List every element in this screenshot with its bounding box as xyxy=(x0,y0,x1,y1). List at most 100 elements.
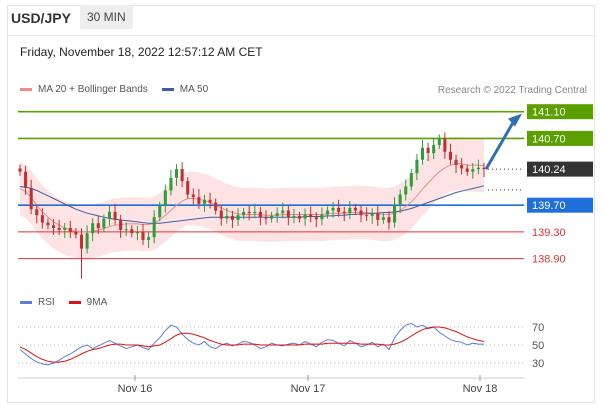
candle-body xyxy=(275,213,279,216)
candle-body xyxy=(40,215,44,223)
support-2-label: 138.90 xyxy=(532,254,566,266)
candle xyxy=(152,210,156,244)
pivot-label: 139.70 xyxy=(532,200,566,212)
candle-body xyxy=(437,138,441,146)
candle-body xyxy=(130,229,134,234)
candle-body xyxy=(476,167,480,170)
candle xyxy=(52,219,56,235)
price-levels xyxy=(18,110,524,260)
candle xyxy=(40,208,44,229)
candle-body xyxy=(63,227,67,230)
candle-body xyxy=(258,211,262,218)
candle-body xyxy=(460,165,464,169)
main-legend: MA 20 + Bollinger Bands MA 50 xyxy=(20,84,208,95)
candle xyxy=(342,206,346,222)
candle xyxy=(454,154,458,174)
candle xyxy=(225,207,229,224)
candle-body xyxy=(309,214,313,218)
copyright-label: Research © 2022 Trading Central xyxy=(437,85,587,96)
timeframe-badge[interactable]: 30 MIN xyxy=(80,5,133,29)
candle-body xyxy=(415,159,419,174)
candle xyxy=(426,142,430,162)
x-tick-label: Nov 17 xyxy=(291,383,326,395)
candle xyxy=(415,153,419,181)
bollinger-band xyxy=(20,137,484,259)
candle-body xyxy=(68,227,72,232)
candle-body xyxy=(432,145,436,154)
candle xyxy=(113,203,117,225)
candle-body xyxy=(35,209,39,216)
candle xyxy=(482,162,486,178)
resistance-1-label-bg xyxy=(527,130,593,146)
candle-body xyxy=(230,215,234,220)
candle xyxy=(297,211,302,223)
candle-body xyxy=(314,217,318,220)
candle-body xyxy=(465,168,469,172)
candle-body xyxy=(135,231,139,234)
candle xyxy=(158,201,162,222)
candle-body xyxy=(454,159,458,166)
candle-body xyxy=(348,207,352,214)
candle-body xyxy=(404,186,408,195)
candle-body xyxy=(147,237,151,240)
candle-body xyxy=(420,147,425,160)
candle xyxy=(96,216,100,234)
candle-body xyxy=(342,211,346,214)
candle-body xyxy=(297,215,302,219)
candle-body xyxy=(163,190,167,206)
candle xyxy=(191,188,195,205)
candle-body xyxy=(85,233,89,249)
candle xyxy=(370,208,374,224)
datetime-label: Friday, November 18, 2022 12:57:12 AM CE… xyxy=(20,45,263,59)
chart-header xyxy=(7,5,595,36)
candle-body xyxy=(471,169,475,172)
candle-body xyxy=(337,207,341,212)
resistance-2-label-bg xyxy=(527,104,593,120)
candle xyxy=(314,212,318,228)
candle xyxy=(281,202,285,219)
candle xyxy=(91,218,95,242)
candle xyxy=(29,179,33,215)
candle xyxy=(63,222,67,238)
moving-averages xyxy=(19,163,485,233)
rsi-ma9-line xyxy=(19,326,485,363)
candle-body xyxy=(448,151,452,160)
candle xyxy=(219,204,223,226)
candle xyxy=(46,218,50,230)
candle-body xyxy=(52,225,56,228)
ma9-legend-label: 9MA xyxy=(86,297,108,308)
candle-body xyxy=(113,211,117,220)
ma20-legend-label: MA 20 + Bollinger Bands xyxy=(38,84,148,95)
candle-body xyxy=(79,234,84,249)
candle xyxy=(141,223,145,245)
candle xyxy=(309,206,313,223)
candle xyxy=(102,214,106,232)
candle xyxy=(163,184,167,213)
candle-body xyxy=(174,169,179,178)
candle-body xyxy=(325,210,330,215)
candle xyxy=(320,207,324,226)
candle-body xyxy=(387,217,391,223)
candle-body xyxy=(18,168,22,172)
candle xyxy=(448,143,452,165)
candle-body xyxy=(482,167,486,170)
candle-body xyxy=(320,214,324,220)
candle-body xyxy=(208,199,212,203)
candle-body xyxy=(29,187,33,210)
candle-body xyxy=(242,211,246,216)
candle xyxy=(236,208,240,226)
rsi-legend: RSI 9MA xyxy=(20,297,107,308)
candle xyxy=(107,205,111,226)
candle xyxy=(85,225,89,254)
candle xyxy=(270,211,274,223)
candle-body xyxy=(225,215,229,219)
current-label: 140.24 xyxy=(532,164,566,176)
candle-body xyxy=(426,147,430,154)
candle xyxy=(119,214,123,238)
candle-body xyxy=(202,199,207,204)
candle xyxy=(264,210,268,225)
candle-body xyxy=(152,217,156,238)
ma9-swatch xyxy=(68,301,81,304)
candle-body xyxy=(281,210,285,214)
candle xyxy=(443,132,447,159)
